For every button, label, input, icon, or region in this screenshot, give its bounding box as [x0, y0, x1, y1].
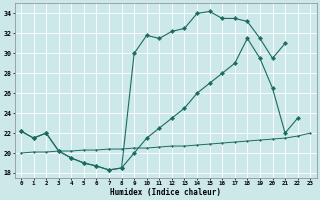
- X-axis label: Humidex (Indice chaleur): Humidex (Indice chaleur): [110, 188, 221, 197]
